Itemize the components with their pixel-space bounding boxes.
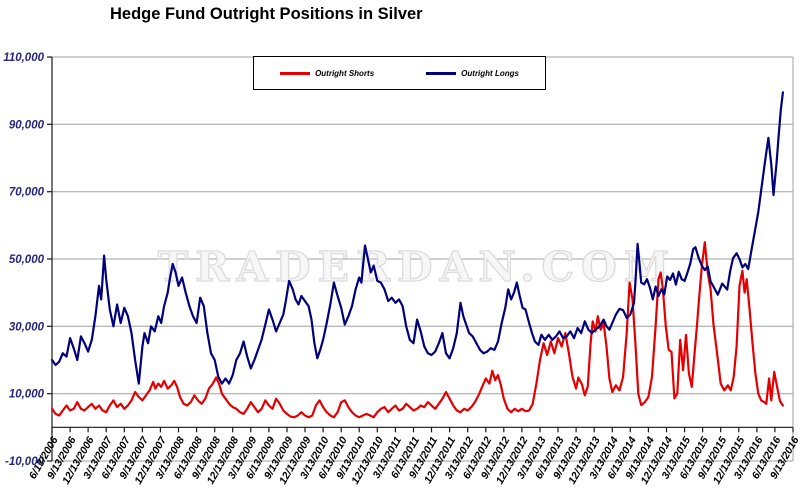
longs-line-swatch (426, 71, 457, 75)
legend-box: Outright Shorts Outright Longs (253, 56, 546, 90)
y-tick-label: -10,000 (5, 456, 45, 468)
y-tick-label: 90,000 (9, 119, 45, 131)
shorts-series-line (50, 241, 784, 419)
chart-title: Hedge Fund Outright Positions in Silver (110, 5, 423, 23)
longs-series-line (50, 91, 784, 385)
y-tick-label: 10,000 (9, 389, 45, 401)
legend-label-shorts: Outright Shorts (315, 68, 375, 78)
y-tick-label: 30,000 (9, 321, 45, 333)
legend-entry-shorts: Outright Shorts (280, 69, 374, 78)
y-tick-label: 110,000 (3, 52, 44, 64)
shorts-line-swatch (280, 71, 311, 75)
watermark-text: TRADERDAN.COM (158, 243, 677, 291)
legend-label-longs: Outright Longs (461, 68, 519, 78)
y-tick-label: 70,000 (9, 187, 45, 199)
legend-entry-longs: Outright Longs (426, 69, 519, 78)
y-tick-label: 50,000 (9, 254, 45, 266)
